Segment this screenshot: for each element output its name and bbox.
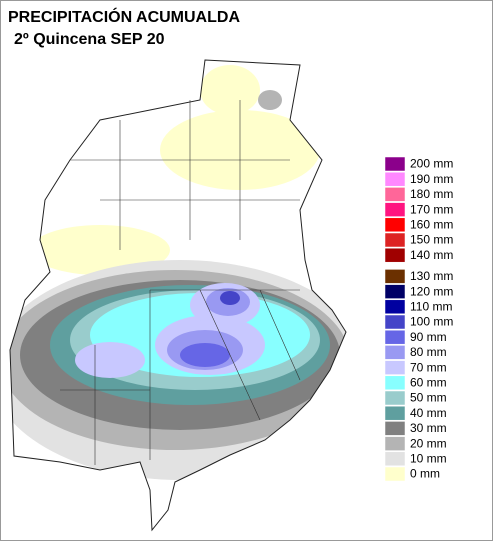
legend-label: 0 mm [410,467,440,481]
legend-label: 70 mm [410,360,447,374]
legend-label: 130 mm [410,269,453,283]
legend-label: 110 mm [410,299,452,313]
legend-swatch [384,217,406,233]
legend-swatch [384,436,406,451]
legend-swatch [384,466,406,482]
legend-label: 80 mm [410,345,447,359]
legend-label: 150 mm [410,233,453,247]
legend-label: 30 mm [410,421,447,435]
legend-swatch [384,299,406,315]
legend-label: 100 mm [410,315,453,329]
province-outline [9,59,347,532]
legend-swatch [384,314,406,330]
legend-label: 160 mm [410,217,453,231]
legend-label: 180 mm [410,187,453,201]
legend-label: 140 mm [410,248,453,262]
subtitle: 2º Quincena SEP 20 [14,31,165,48]
legend-label: 190 mm [410,172,453,186]
district-boundaries [60,100,301,465]
legend-label: 10 mm [410,451,447,465]
legend-swatch [384,202,406,217]
legend-swatch [384,284,406,299]
legend-swatch [384,232,406,248]
legend-swatch [384,421,406,436]
legend-swatch [384,405,406,421]
legend-swatch [384,345,406,360]
legend-label: 40 mm [410,406,447,420]
legend-label: 170 mm [410,202,453,216]
legend-swatch [384,451,406,467]
legend-swatch [384,360,406,375]
legend-swatch [384,247,406,263]
legend-label: 200 mm [410,157,453,171]
legend-label: 60 mm [410,375,447,389]
legend-swatch [384,269,406,284]
legend-swatch [384,329,406,345]
legend-swatch [384,375,406,391]
legend-swatch [384,156,406,172]
legend-swatch [384,187,406,202]
legend-swatch [384,171,406,187]
legend-label: 50 mm [410,391,447,405]
legend-swatch [384,390,406,406]
legend-label: 120 mm [410,284,453,298]
legend-label: 20 mm [410,436,447,450]
title: PRECIPITACIÓN ACUMUALDA [8,7,240,26]
legend-label: 90 mm [410,330,447,344]
